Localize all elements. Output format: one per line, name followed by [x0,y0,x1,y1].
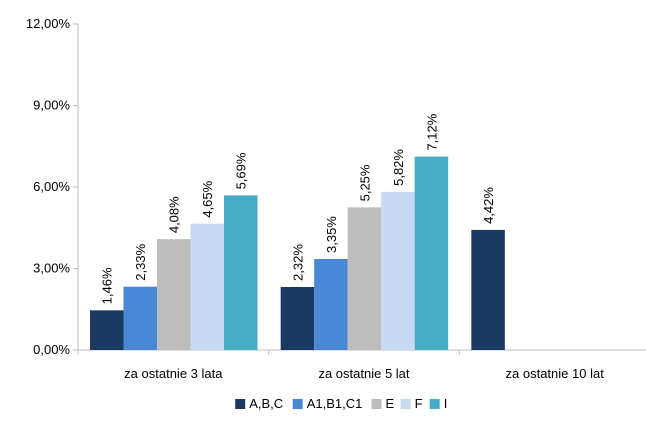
y-tick-label: 3,00% [33,261,70,276]
legend-label: I [444,396,448,411]
data-label: 4,42% [481,187,496,224]
bar [224,195,258,350]
x-category-label: za ostatnie 5 lat [318,366,409,381]
x-category-label: za ostatnie 3 lata [124,366,223,381]
legend-swatch [400,399,411,409]
bar [190,223,224,350]
bars-group [90,156,505,350]
data-label: 4,08% [167,196,182,233]
data-label: 5,25% [357,164,372,201]
bar [90,310,124,350]
data-label: 1,46% [100,267,115,304]
x-axis: za ostatnie 3 lata za ostatnie 5 lat za os… [77,349,646,381]
legend-swatch [429,399,440,409]
y-tick-label: 9,00% [33,98,70,113]
legend-label: A,B,C [249,396,283,411]
data-label: 3,35% [324,216,339,253]
x-category-label: za ostatnie 10 lat [506,366,605,381]
bar [157,239,191,350]
y-axis: 0,00% 3,00% 6,00% 9,00% 12,00% [26,16,79,357]
bar [471,229,505,350]
data-label: 2,33% [133,243,148,280]
data-label: 2,32% [290,244,305,281]
legend-label: F [415,396,423,411]
y-tick-label: 12,00% [26,16,71,31]
y-tick-label: 6,00% [33,179,70,194]
data-label: 5,69% [234,152,249,189]
bar [314,258,348,350]
legend: A,B,C A1,B1,C1 E F I [235,396,447,411]
legend-swatch [371,399,382,409]
data-label: 7,12% [424,113,439,150]
bar [123,286,157,350]
bar [280,286,315,350]
legend-label: A1,B1,C1 [307,396,363,411]
legend-swatch [292,399,303,409]
data-label: 4,65% [200,180,215,217]
legend-swatch [235,399,246,409]
bar [381,191,415,350]
y-tick-label: 0,00% [33,342,70,357]
data-label: 5,82% [391,149,406,186]
data-labels-group: 1,46% 2,33% 4,08% 4,65% 5,69% 2,32% 3,35% 5,25%… [100,113,496,304]
bar [347,207,382,350]
legend-label: E [386,396,395,411]
bar [414,156,449,350]
